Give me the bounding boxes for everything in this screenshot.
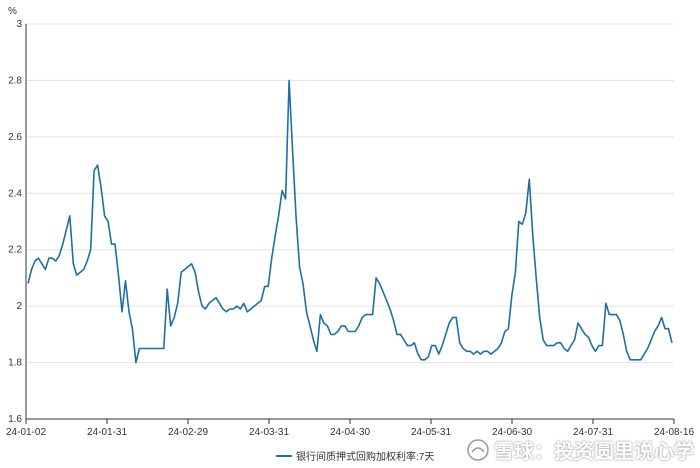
y-tick-label: 1.8 [8,358,22,369]
x-tick-label: 24-01-02 [6,427,46,438]
y-tick-label: 2.4 [8,188,22,199]
x-tick-label: 24-05-31 [411,427,451,438]
series-line [27,79,673,364]
x-tick-label: 24-06-30 [492,427,532,438]
x-tick-label: 24-04-30 [330,427,370,438]
y-tick-label: 3 [16,19,22,30]
x-tick-labels: 24-01-02 24-01-31 24-02-29 24-03-31 24-04-30… [6,427,694,438]
series-layer [27,79,673,364]
snowball-icon [467,438,489,461]
y-tick-label: 2.2 [8,245,22,256]
watermark: 雪球：投资圆里说心学 [466,435,694,464]
x-tick-label: 24-07-31 [573,427,613,438]
grid-lines [26,23,674,420]
y-unit-label: % [8,6,17,17]
watermark-text: 雪球：投资圆里说心学 [494,439,694,463]
y-tick-label: 2 [16,301,22,312]
y-tick-label: 1.6 [8,414,22,425]
x-tick-label: 24-01-31 [87,427,127,438]
y-tick-label: 2.6 [8,132,22,143]
legend[interactable]: 银行间质押式回购加权利率:7天 [276,450,434,463]
x-tick-label: 24-02-29 [168,427,208,438]
x-tick-label: 24-08-16 [654,427,694,438]
y-tick-labels: 1.6 1.8 2 2.2 2.4 2.6 2.8 3 [8,19,22,425]
axes [25,24,675,424]
x-tick-label: 24-03-31 [249,427,289,438]
y-tick-label: 2.8 [8,75,22,86]
legend-label: 银行间质押式回购加权利率:7天 [296,450,434,463]
